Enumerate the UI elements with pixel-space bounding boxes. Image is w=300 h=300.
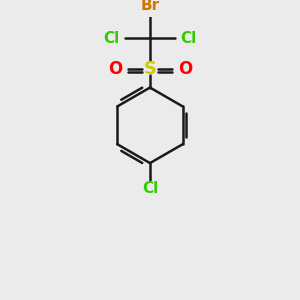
Text: Cl: Cl	[142, 181, 158, 196]
Text: O: O	[108, 60, 122, 78]
Text: O: O	[178, 60, 192, 78]
Text: Br: Br	[140, 0, 160, 13]
Text: Cl: Cl	[103, 31, 119, 46]
Text: Cl: Cl	[181, 31, 197, 46]
Text: S: S	[143, 60, 157, 78]
